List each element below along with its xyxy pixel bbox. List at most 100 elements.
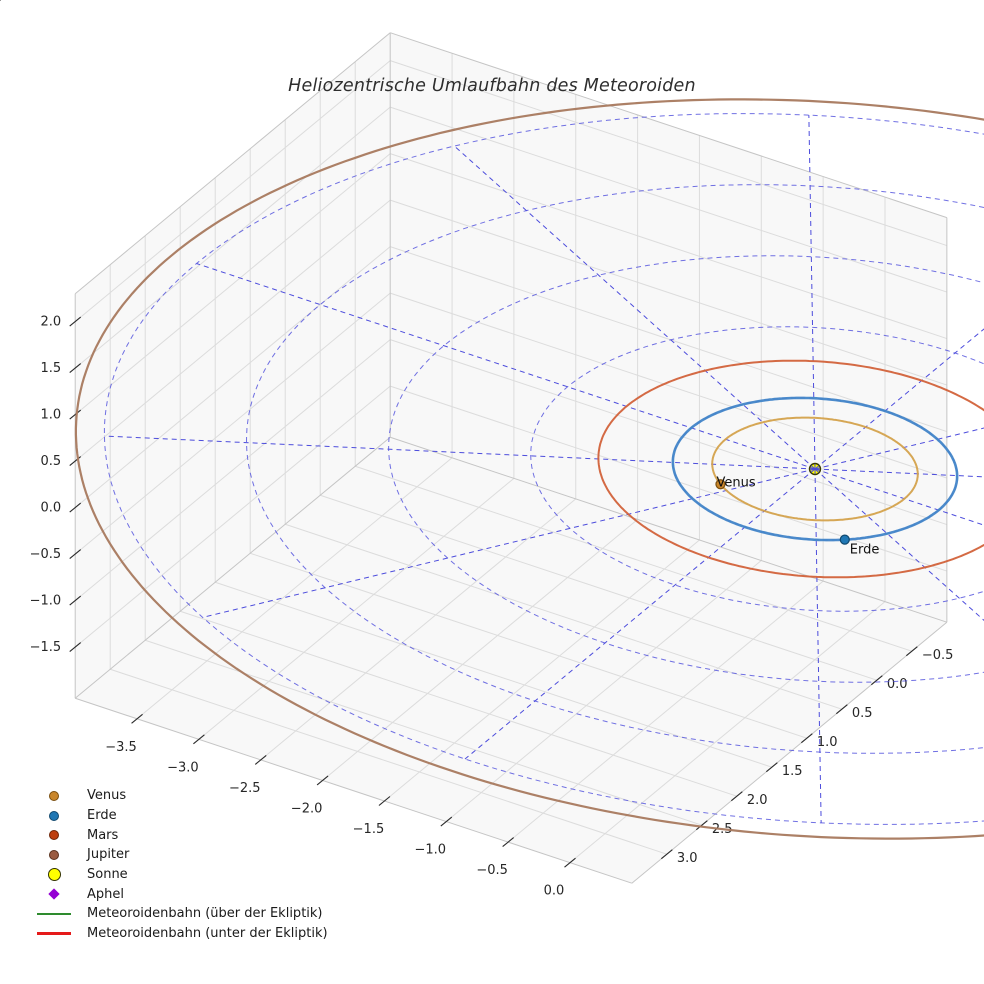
z-tick-label: 0.0	[41, 501, 62, 516]
legend-label: Meteoroidenbahn (unter der Ekliptik)	[87, 926, 328, 942]
y-tick-mark	[696, 820, 708, 831]
erde-orbit	[671, 396, 959, 542]
grid-line	[445, 560, 762, 822]
y-tick-label: 3.0	[677, 851, 698, 866]
axes-box-edge	[75, 697, 633, 884]
grid-line	[569, 601, 886, 864]
grid-line	[390, 106, 948, 293]
y-tick-label: 2.0	[747, 793, 768, 808]
drop-line-cap	[0, 0, 1, 1]
grid-line	[390, 60, 948, 247]
legend-marker-glyph	[37, 932, 71, 935]
x-tick-mark	[193, 734, 205, 745]
axes-box-edge	[74, 32, 391, 295]
legend-item-7: Meteoroidenbahn (unter der Ekliptik)	[34, 924, 328, 944]
z-tick-mark	[69, 642, 82, 653]
z-tick-mark	[69, 549, 82, 560]
chart-title: Heliozentrische Umlaufbahn des Meteoroid…	[288, 76, 696, 96]
polar-grid-radial	[814, 328, 984, 470]
venus-label: Venus	[716, 475, 755, 490]
legend-marker-sun-icon	[34, 868, 74, 882]
x-tick-mark	[254, 754, 267, 765]
pane-floor	[75, 437, 947, 884]
jupiter-orbit	[74, 98, 984, 840]
erde-marker	[839, 534, 850, 545]
grid-line	[74, 153, 391, 415]
polar-grid-radial	[202, 468, 816, 618]
legend-item-4: Sonne	[34, 865, 328, 885]
z-tick-mark	[69, 363, 82, 374]
x-tick-label: −3.0	[167, 760, 199, 775]
mars-orbit	[597, 359, 984, 579]
grid-line	[390, 292, 948, 479]
y-tick-label: 1.5	[782, 764, 803, 779]
grid-line	[145, 639, 703, 826]
grid-line	[250, 552, 808, 739]
y-tick-label: 1.0	[817, 735, 838, 750]
venus-marker	[715, 479, 726, 490]
z-tick-label: 1.0	[41, 408, 62, 423]
legend-marker-diamond-icon	[34, 888, 74, 900]
grid-line	[74, 199, 391, 462]
z-tick-mark	[69, 502, 82, 513]
legend-marker-glyph	[49, 830, 59, 841]
venus-orbit	[711, 416, 919, 522]
legend-marker-dot-icon	[34, 790, 74, 801]
grid-line	[180, 610, 738, 797]
x-tick-label: −0.5	[476, 863, 508, 878]
legend-item-6: Meteoroidenbahn (über der Ekliptik)	[34, 904, 328, 924]
y-tick-label: 0.5	[852, 706, 873, 721]
y-tick-label: −0.5	[922, 648, 954, 663]
polar-grid-radial	[104, 435, 816, 470]
x-tick-mark	[440, 816, 453, 827]
y-tick-mark	[871, 675, 883, 686]
y-tick-mark	[731, 791, 743, 802]
z-tick-label: −1.5	[30, 640, 62, 655]
legend-marker-dot-icon	[34, 830, 74, 841]
x-tick-mark	[502, 837, 514, 848]
grid-line	[390, 246, 948, 433]
legend-label: Jupiter	[87, 847, 130, 863]
legend-label: Erde	[87, 808, 117, 824]
z-tick-mark	[69, 595, 82, 606]
z-tick-mark	[69, 316, 82, 327]
grid-line	[320, 494, 878, 681]
grid-line	[390, 153, 948, 340]
y-tick-label: 0.0	[887, 677, 908, 692]
axes-box-edge	[390, 436, 948, 623]
legend-label: Mars	[87, 827, 119, 843]
grid-line	[322, 519, 638, 781]
x-tick-label: −2.5	[229, 781, 261, 796]
grid-line	[507, 580, 824, 843]
x-tick-label: −3.5	[105, 740, 137, 755]
y-tick-mark	[766, 762, 778, 773]
x-tick-mark	[564, 857, 576, 868]
legend-marker-glyph	[49, 790, 59, 801]
x-tick-label: 0.0	[544, 884, 565, 899]
grid-line	[74, 385, 391, 648]
polar-grid-circle	[530, 326, 984, 612]
z-tick-label: 1.5	[41, 361, 62, 376]
legend: Venus Erde Mars Jupiter Sonne Aphel Meteoroide…	[34, 786, 328, 944]
grid-line	[390, 339, 948, 526]
legend-label: Sonne	[87, 867, 128, 883]
grid-line	[110, 668, 668, 855]
z-tick-label: −1.0	[30, 594, 62, 609]
y-tick-mark	[661, 849, 673, 860]
grid-line	[384, 539, 700, 802]
axes-box-edge	[390, 32, 948, 219]
legend-item-1: Erde	[34, 806, 328, 826]
y-tick-mark	[906, 646, 918, 657]
legend-item-0: Venus	[34, 786, 328, 806]
legend-marker-glyph	[49, 849, 59, 860]
legend-label: Venus	[87, 788, 127, 804]
legend-marker-dot-icon	[34, 849, 74, 860]
axes-box-edge	[74, 436, 391, 699]
x-tick-label: −1.5	[353, 822, 385, 837]
legend-item-2: Mars	[34, 825, 328, 845]
polar-grid-radial	[196, 263, 816, 470]
z-tick-mark	[69, 409, 82, 420]
axes-box-edge	[631, 621, 948, 884]
z-tick-label: 2.0	[41, 315, 62, 330]
